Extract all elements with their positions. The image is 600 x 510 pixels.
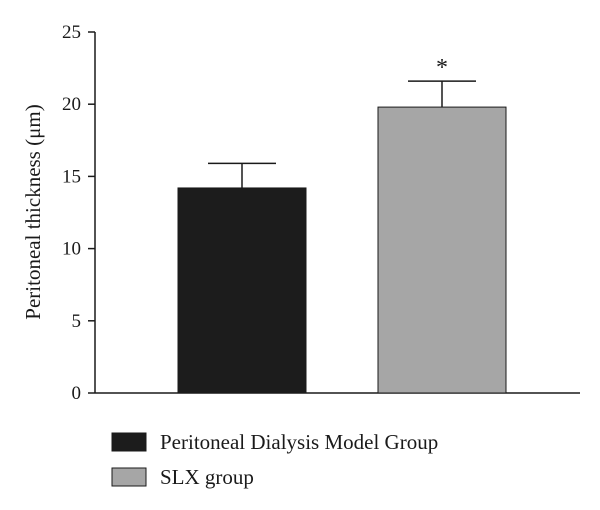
legend-label: Peritoneal Dialysis Model Group xyxy=(160,430,438,454)
legend-swatch xyxy=(111,467,147,487)
significance-marker: * xyxy=(436,55,448,81)
y-tick-label: 15 xyxy=(62,166,81,187)
y-ticks: 0 5 10 15 20 25 xyxy=(62,22,95,404)
legend-label: SLX group xyxy=(160,465,254,489)
legend: Peritoneal Dialysis Model Group SLX group xyxy=(111,430,438,489)
bar xyxy=(177,187,307,394)
legend-swatch xyxy=(111,432,147,452)
y-tick-label: 20 xyxy=(62,94,81,115)
y-tick-label: 25 xyxy=(62,22,81,43)
y-tick-label: 10 xyxy=(62,239,81,260)
y-tick-label: 0 xyxy=(72,383,82,404)
bar xyxy=(377,106,507,394)
y-tick-label: 5 xyxy=(72,311,82,332)
bars: * xyxy=(177,55,507,394)
y-axis-label: Peritoneal thickness (μm) xyxy=(21,104,45,319)
